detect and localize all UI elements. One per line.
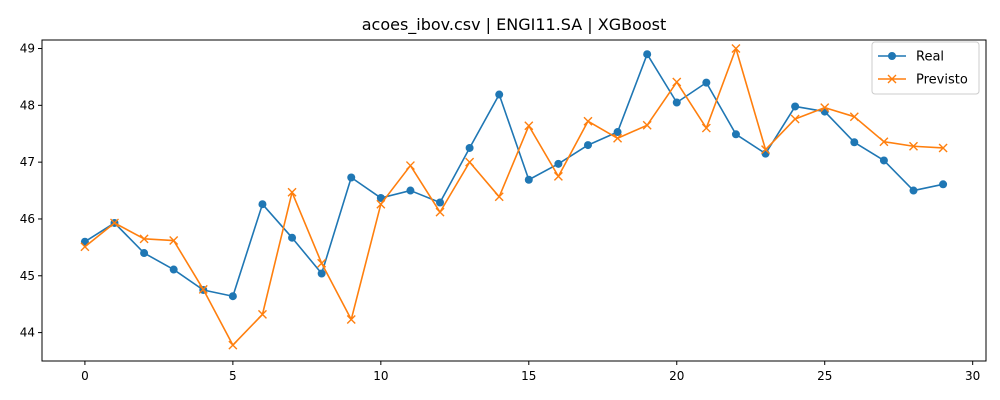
legend-label-previsto: Previsto bbox=[916, 73, 968, 88]
legend-marker-previsto bbox=[887, 74, 897, 84]
data-point-previsto bbox=[849, 112, 859, 122]
data-point-previsto bbox=[287, 187, 297, 197]
data-point-real bbox=[702, 78, 711, 87]
data-point-real bbox=[731, 130, 740, 139]
data-point-previsto bbox=[139, 234, 149, 244]
y-tick-label: 46 bbox=[20, 212, 35, 226]
y-tick-label: 45 bbox=[20, 269, 35, 283]
x-tick-label: 30 bbox=[965, 369, 980, 383]
data-point-previsto bbox=[346, 315, 356, 325]
data-point-previsto bbox=[257, 309, 267, 319]
y-tick-label: 49 bbox=[20, 42, 35, 56]
data-point-previsto bbox=[80, 242, 90, 252]
data-point-previsto bbox=[405, 161, 415, 171]
data-point-previsto bbox=[820, 103, 830, 113]
data-point-previsto bbox=[909, 141, 918, 151]
data-point-real bbox=[406, 186, 415, 195]
legend-marker-real bbox=[888, 52, 896, 60]
data-point-previsto bbox=[228, 340, 238, 350]
legend: Real Previsto bbox=[871, 41, 980, 95]
data-point-real bbox=[583, 141, 592, 150]
data-point-previsto bbox=[701, 123, 711, 133]
x-tick-label: 10 bbox=[373, 369, 388, 383]
x-tick-label: 15 bbox=[521, 369, 536, 383]
data-point-previsto bbox=[110, 218, 119, 228]
x-tick-label: 0 bbox=[81, 369, 89, 383]
data-point-previsto bbox=[317, 258, 327, 268]
data-point-real bbox=[524, 175, 533, 184]
data-point-real bbox=[939, 180, 948, 189]
data-point-real bbox=[228, 292, 237, 301]
data-point-previsto bbox=[553, 171, 563, 181]
data-point-previsto bbox=[524, 121, 534, 131]
data-point-real bbox=[80, 237, 89, 246]
data-point-previsto bbox=[494, 192, 504, 202]
data-point-real bbox=[909, 186, 918, 195]
series-line-previsto bbox=[84, 47, 944, 346]
data-point-real bbox=[495, 90, 504, 99]
data-point-real bbox=[376, 193, 385, 202]
data-point-previsto bbox=[938, 143, 948, 153]
data-point-real bbox=[879, 156, 888, 165]
data-point-real bbox=[850, 138, 859, 147]
y-tick-label: 47 bbox=[20, 155, 35, 169]
axes: 0 5 10 15 20 25 30 44 45 46 47 48 49 bbox=[20, 39, 987, 383]
data-point-real bbox=[672, 98, 681, 107]
data-point-previsto bbox=[642, 120, 652, 130]
data-point-previsto bbox=[761, 145, 771, 155]
data-point-previsto bbox=[879, 137, 889, 147]
data-point-real bbox=[140, 249, 149, 258]
data-point-real bbox=[643, 50, 652, 59]
data-point-previsto bbox=[435, 207, 445, 217]
x-tick-label: 5 bbox=[229, 369, 237, 383]
data-point-real bbox=[288, 233, 297, 242]
data-point-real bbox=[465, 143, 474, 152]
legend-label-real: Real bbox=[916, 50, 944, 65]
chart-title: acoes_ibov.csv | ENGI11.SA | XGBoost bbox=[362, 15, 667, 35]
plot-area bbox=[80, 44, 948, 350]
data-point-real bbox=[169, 265, 178, 274]
data-point-previsto bbox=[672, 77, 682, 87]
data-point-previsto bbox=[613, 133, 623, 143]
legend-box bbox=[871, 41, 980, 95]
data-point-real bbox=[761, 149, 770, 158]
data-point-previsto bbox=[731, 44, 741, 54]
data-point-real bbox=[317, 269, 326, 278]
plot-frame bbox=[41, 39, 987, 362]
data-point-previsto bbox=[790, 114, 800, 124]
data-point-real bbox=[258, 200, 267, 209]
data-point-previsto bbox=[198, 284, 208, 294]
data-point-previsto bbox=[583, 116, 593, 126]
data-point-real bbox=[791, 102, 800, 111]
data-point-real bbox=[554, 159, 563, 168]
x-tick-label: 25 bbox=[817, 369, 832, 383]
data-point-previsto bbox=[169, 236, 179, 246]
x-tick-label: 20 bbox=[669, 369, 684, 383]
data-point-real bbox=[347, 173, 356, 182]
data-point-real bbox=[436, 198, 445, 207]
y-tick-label: 44 bbox=[20, 326, 35, 340]
series-line-real bbox=[84, 53, 944, 298]
data-point-previsto bbox=[376, 199, 386, 209]
data-point-previsto bbox=[465, 157, 475, 167]
y-tick-label: 48 bbox=[20, 98, 35, 112]
data-point-real bbox=[613, 128, 622, 137]
